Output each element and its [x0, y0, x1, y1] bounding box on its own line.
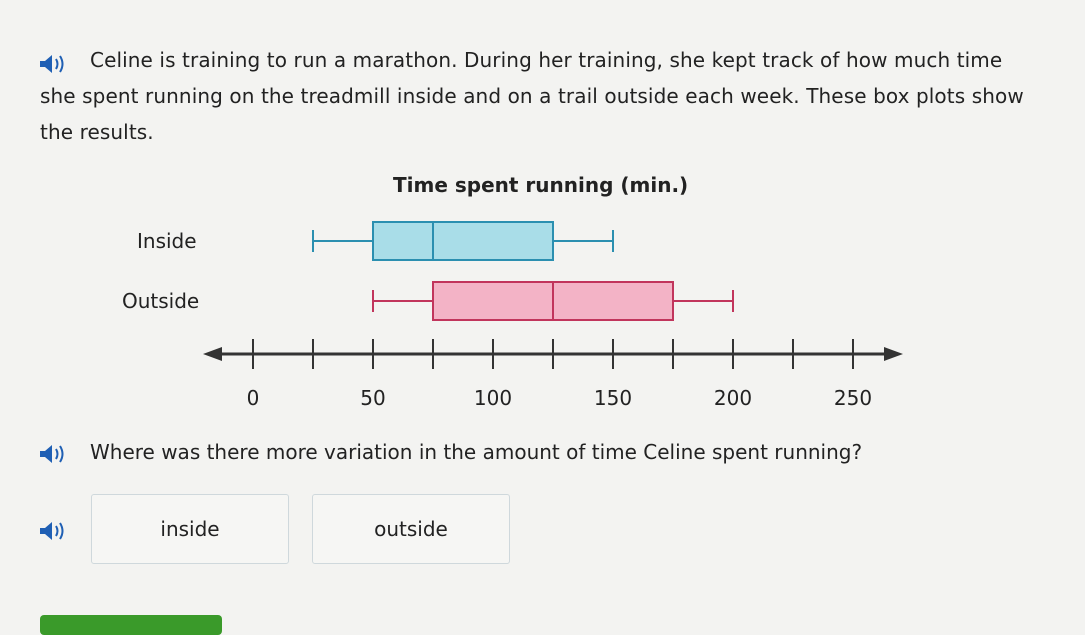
series-label-inside: Inside — [137, 229, 197, 253]
speaker-icon[interactable] — [38, 520, 66, 542]
choice-inside-button[interactable]: inside — [91, 494, 289, 564]
axis-tick-label: 200 — [714, 386, 752, 410]
choice-outside-button[interactable]: outside — [312, 494, 510, 564]
problem-text: Celine is training to run a marathon. Du… — [40, 42, 1040, 150]
series-label-outside: Outside — [122, 289, 200, 313]
axis-right-arrow — [884, 347, 903, 361]
chart-title: Time spent running (min.) — [393, 173, 689, 197]
axis-tick-label: 250 — [834, 386, 872, 410]
speaker-icon[interactable] — [38, 443, 66, 465]
axis-left-arrow — [203, 347, 222, 361]
problem-text-content: Celine is training to run a marathon. Du… — [40, 48, 1024, 144]
inside-box — [372, 221, 554, 261]
axis-tick-label: 100 — [474, 386, 512, 410]
submit-button[interactable] — [40, 615, 222, 635]
question-text: Where was there more variation in the am… — [90, 440, 863, 464]
axis-tick-label: 150 — [594, 386, 632, 410]
axis-tick-label: 50 — [360, 386, 385, 410]
axis-tick-label: 0 — [247, 386, 260, 410]
speaker-icon[interactable] — [38, 53, 66, 75]
